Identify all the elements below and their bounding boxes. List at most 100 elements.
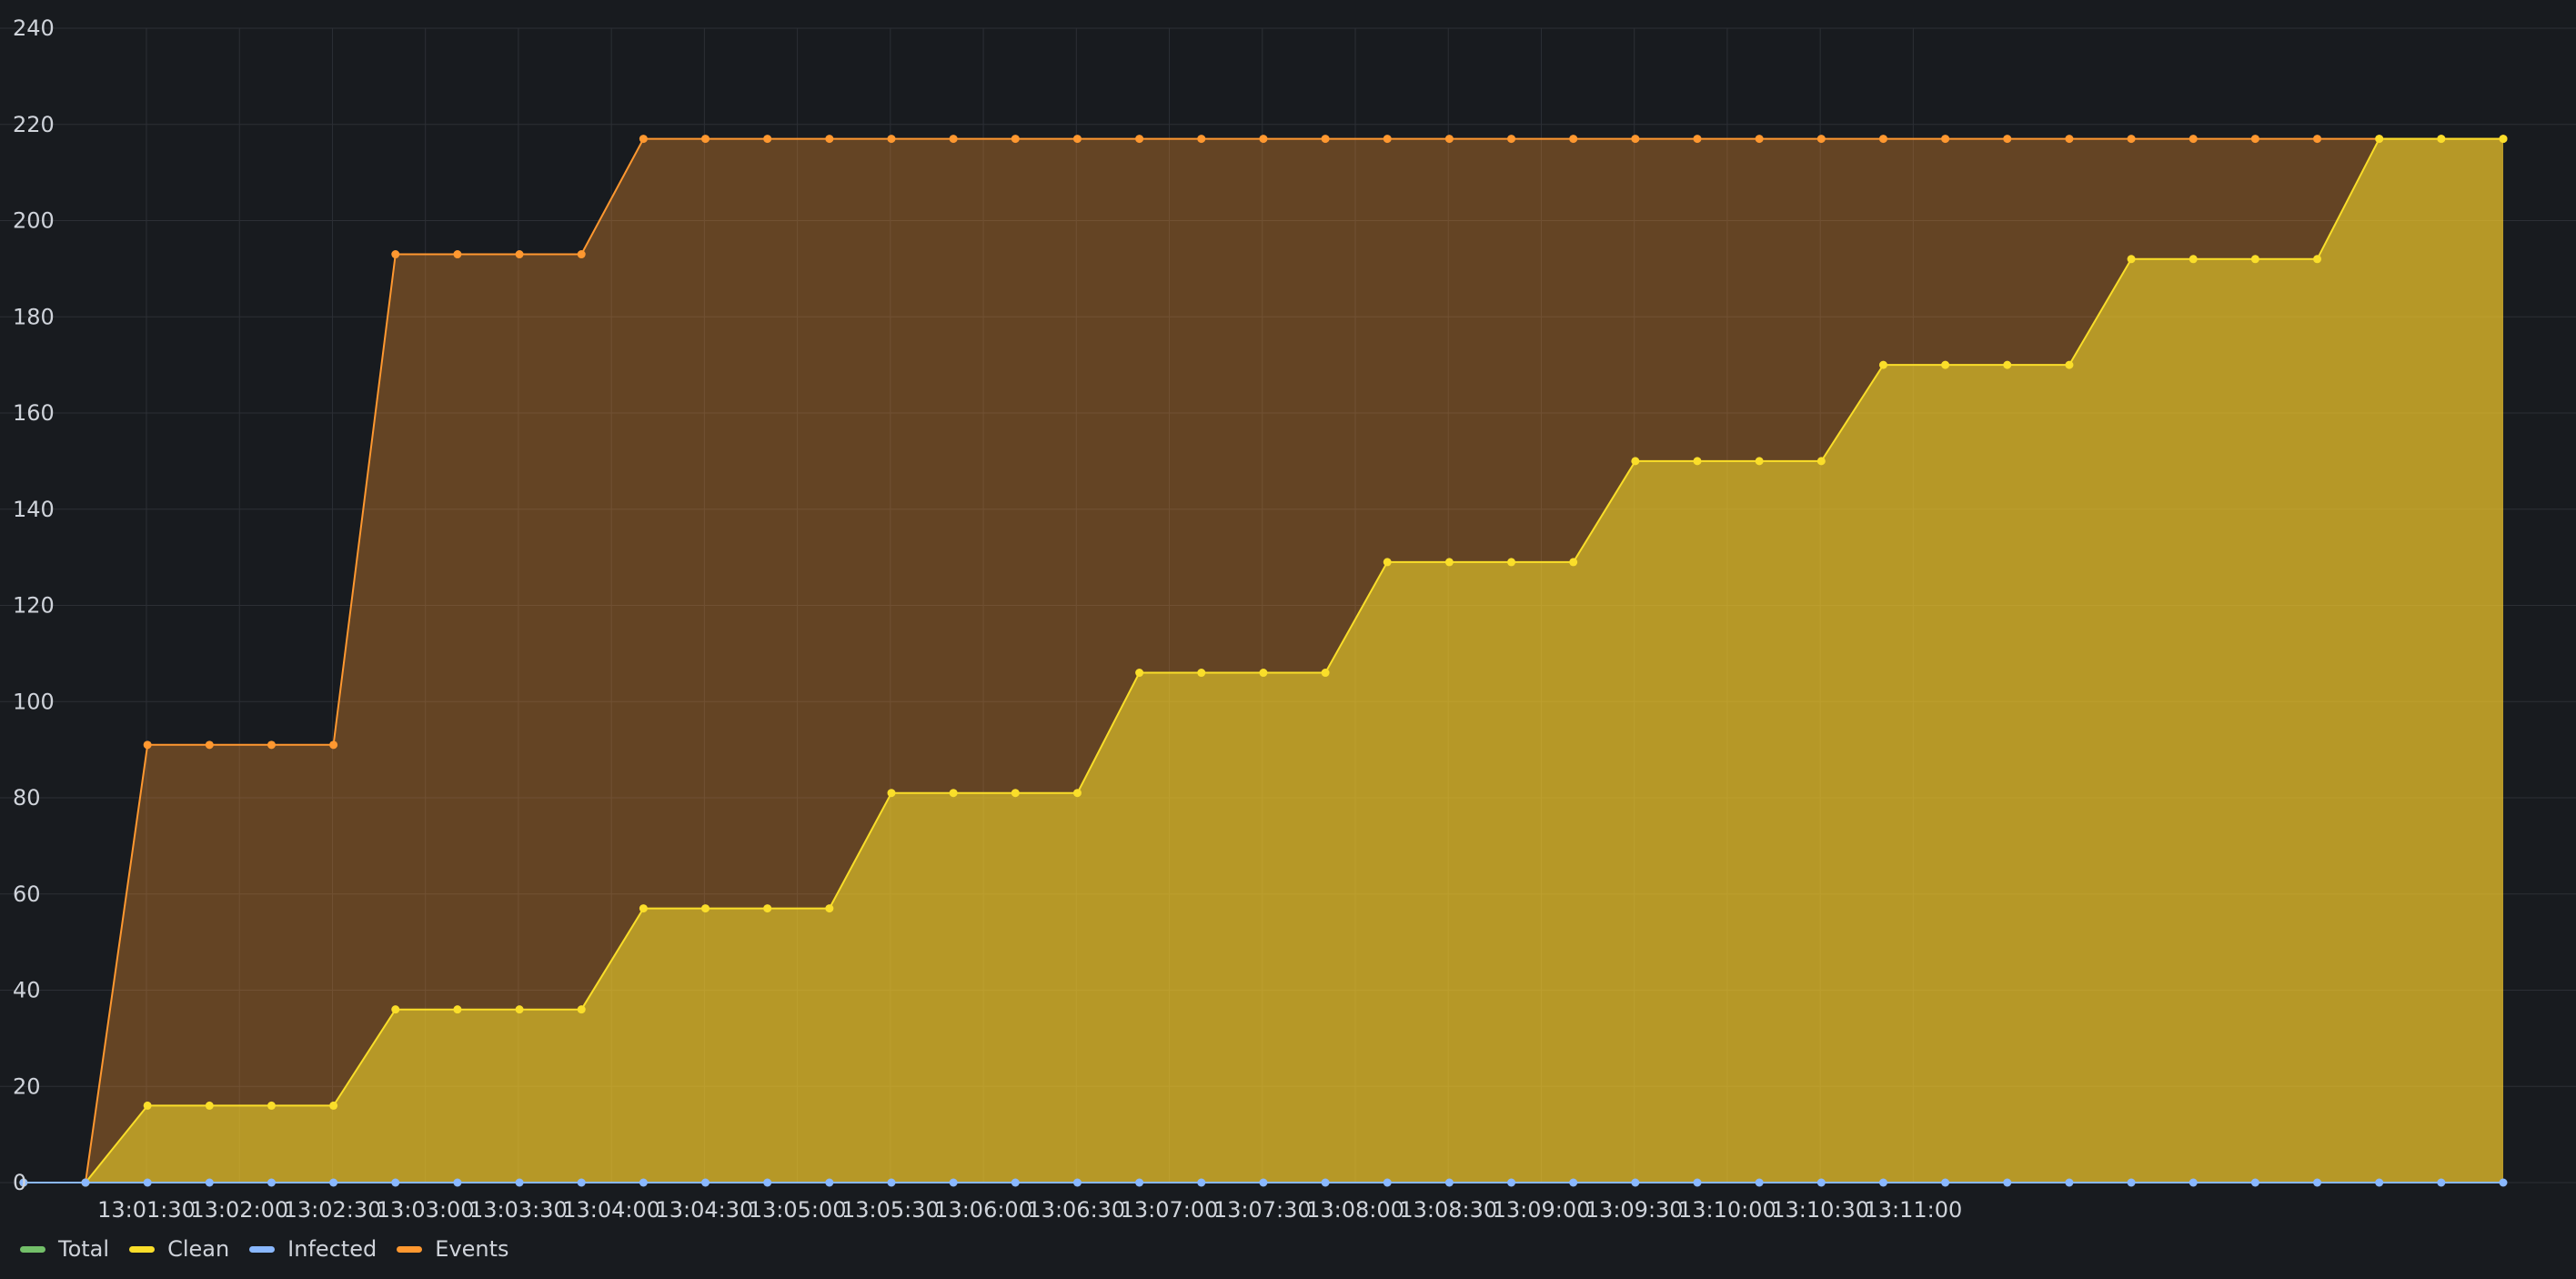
- clean-point: [1321, 669, 1330, 678]
- events-point: [1569, 135, 1578, 144]
- events-point: [1631, 135, 1640, 144]
- clean-point: [1197, 669, 1206, 678]
- clean-point: [2313, 255, 2322, 264]
- events-point: [1197, 135, 1206, 144]
- infected-point: [2065, 1178, 2074, 1187]
- clean-point: [2189, 255, 2198, 264]
- events-point: [1259, 135, 1268, 144]
- y-tick-label: 140: [13, 497, 55, 522]
- infected-point: [1259, 1178, 1268, 1187]
- infected-point: [515, 1178, 524, 1187]
- legend-swatch: [397, 1245, 423, 1253]
- legend-swatch: [249, 1245, 276, 1253]
- infected-point: [1631, 1178, 1640, 1187]
- legend-swatch: [20, 1245, 45, 1253]
- x-tick-label: 13:02:00: [190, 1197, 288, 1223]
- y-tick-label: 200: [13, 208, 55, 234]
- clean-point: [267, 1101, 276, 1110]
- x-tick-label: 13:10:30: [1771, 1197, 1869, 1223]
- clean-point: [143, 1101, 152, 1110]
- infected-point: [205, 1178, 214, 1187]
- infected-point: [143, 1178, 152, 1187]
- clean-point: [453, 1005, 462, 1014]
- clean-point: [1011, 789, 1020, 798]
- clean-point: [391, 1005, 400, 1014]
- y-tick-label: 20: [13, 1073, 41, 1099]
- x-tick-label: 13:10:00: [1678, 1197, 1776, 1223]
- clean-point: [1816, 457, 1826, 466]
- infected-point: [949, 1178, 958, 1187]
- legend-swatch: [129, 1245, 156, 1253]
- events-point: [1383, 135, 1392, 144]
- clean-point: [1507, 558, 1516, 567]
- x-tick-label: 13:08:30: [1399, 1197, 1497, 1223]
- legend-label: Clean: [167, 1236, 230, 1262]
- infected-point: [19, 1178, 28, 1187]
- events-point: [515, 250, 524, 259]
- x-tick-label: 13:09:30: [1585, 1197, 1684, 1223]
- events-point: [1941, 135, 1950, 144]
- infected-point: [267, 1178, 276, 1187]
- y-tick-label: 220: [13, 112, 55, 137]
- events-point: [701, 135, 710, 144]
- events-point: [1444, 135, 1454, 144]
- infected-point: [1878, 1178, 1887, 1187]
- events-point: [949, 135, 958, 144]
- infected-point: [453, 1178, 462, 1187]
- clean-point: [639, 904, 648, 913]
- infected-point: [825, 1178, 834, 1187]
- events-point: [1011, 135, 1020, 144]
- legend-item-clean[interactable]: Clean: [129, 1236, 229, 1262]
- y-tick-label: 120: [13, 593, 55, 619]
- x-tick-label: 13:07:00: [1121, 1197, 1219, 1223]
- infected-point: [701, 1178, 710, 1187]
- infected-point: [81, 1178, 90, 1187]
- events-point: [2065, 135, 2074, 144]
- events-point: [1693, 135, 1702, 144]
- infected-point: [2250, 1178, 2259, 1187]
- x-tick-label: 13:09:00: [1493, 1197, 1591, 1223]
- x-tick-label: 13:04:00: [562, 1197, 660, 1223]
- clean-point: [577, 1005, 586, 1014]
- infected-point: [329, 1178, 338, 1187]
- y-axis-ticks: 0 20 40 60 80 100 120 140 160 180 200 220 240: [13, 15, 55, 1195]
- infected-point: [1569, 1178, 1578, 1187]
- x-tick-label: 13:02:30: [284, 1197, 382, 1223]
- infected-point: [2375, 1178, 2384, 1187]
- legend-item-total[interactable]: Total: [20, 1236, 109, 1262]
- clean-point: [2250, 255, 2259, 264]
- infected-point: [1011, 1178, 1020, 1187]
- events-point: [1755, 135, 1764, 144]
- legend-item-infected[interactable]: Infected: [249, 1236, 377, 1262]
- x-tick-label: 13:04:30: [655, 1197, 753, 1223]
- events-point: [1878, 135, 1887, 144]
- infected-point: [639, 1178, 648, 1187]
- events-point: [639, 135, 648, 144]
- x-tick-label: 13:05:30: [841, 1197, 940, 1223]
- events-point: [2189, 135, 2198, 144]
- clean-point: [1383, 558, 1392, 567]
- clean-point: [701, 904, 710, 913]
- time-series-chart: 0 20 40 60 80 100 120 140 160 180 200 220 240 13:01:…: [0, 15, 2576, 1223]
- clean-point: [515, 1005, 524, 1014]
- clean-point: [2065, 360, 2074, 369]
- y-tick-label: 80: [13, 785, 41, 811]
- legend-item-events[interactable]: Events: [397, 1236, 509, 1262]
- y-tick-label: 100: [13, 689, 55, 714]
- infected-point: [1072, 1178, 1082, 1187]
- infected-point: [887, 1178, 896, 1187]
- x-tick-label: 13:06:00: [934, 1197, 1032, 1223]
- legend-label: Events: [435, 1236, 509, 1262]
- events-point: [391, 250, 400, 259]
- x-tick-label: 13:03:00: [377, 1197, 475, 1223]
- events-point: [763, 135, 772, 144]
- x-tick-label: 13:03:30: [469, 1197, 568, 1223]
- x-axis-ticks: 13:01:3013:02:0013:02:3013:03:0013:03:30…: [97, 1197, 1962, 1223]
- infected-point: [2437, 1178, 2446, 1187]
- infected-point: [2189, 1178, 2198, 1187]
- clean-point: [763, 904, 772, 913]
- clean-point: [1135, 669, 1144, 678]
- clean-point: [1444, 558, 1454, 567]
- infected-point: [1507, 1178, 1516, 1187]
- infected-point: [1693, 1178, 1702, 1187]
